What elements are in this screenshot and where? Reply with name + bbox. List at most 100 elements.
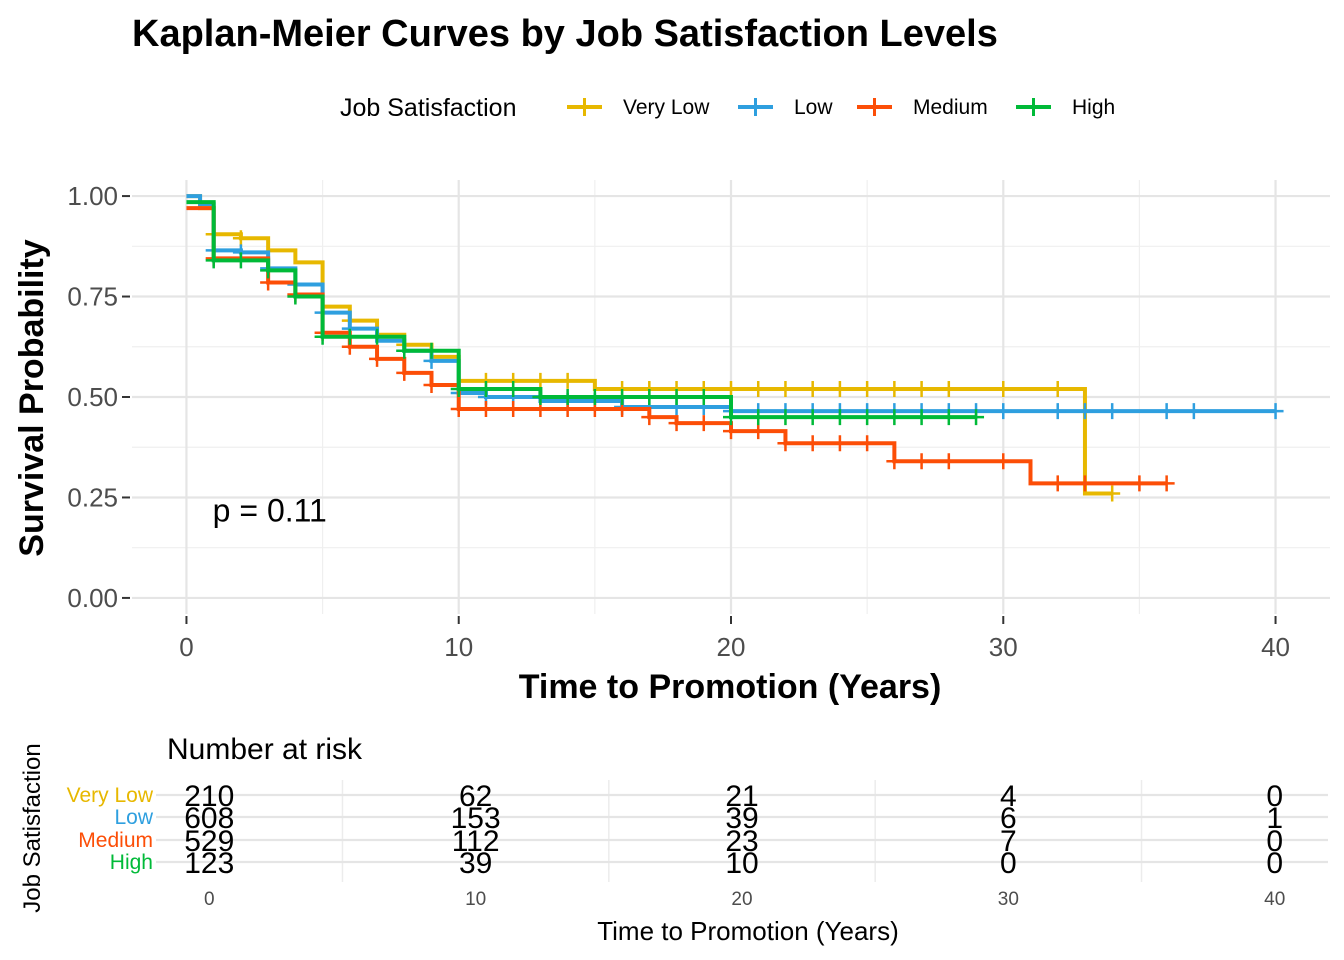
x-tick-label: 40 xyxy=(1261,632,1290,662)
censor-mark xyxy=(1185,403,1202,420)
censor-mark xyxy=(886,453,903,470)
censor-mark xyxy=(750,409,767,426)
risk-x-tick-label: 0 xyxy=(204,889,215,910)
risk-row-label: Medium xyxy=(78,829,153,852)
risk-count: 21 xyxy=(725,780,758,813)
censor-mark xyxy=(232,252,249,269)
censor-mark xyxy=(341,328,358,345)
censor-mark xyxy=(777,409,794,426)
risk-count: 123 xyxy=(184,847,234,880)
survival-curve-very-low xyxy=(186,194,1113,496)
risk-count: 4 xyxy=(1000,780,1017,813)
censor-mark xyxy=(450,380,467,397)
censor-mark xyxy=(314,328,331,345)
risk-count: 112 xyxy=(452,825,500,858)
plot-axes: 0.00 0.25 0.50 0.75 1.00 0 10 20 30 40 xyxy=(67,181,1290,662)
censor-mark xyxy=(886,409,903,426)
censor-mark xyxy=(586,389,603,405)
risk-x-tick-label: 40 xyxy=(1264,889,1285,910)
x-tick-label: 20 xyxy=(717,632,746,662)
risk-row-label: Low xyxy=(114,806,153,829)
risk-count: 23 xyxy=(725,825,758,858)
censor-mark xyxy=(859,409,876,426)
censor-mark xyxy=(804,409,821,426)
survival-curve-medium xyxy=(186,206,1167,486)
risk-count: 10 xyxy=(725,847,758,880)
legend-label: Medium xyxy=(913,96,988,119)
risk-count: 39 xyxy=(725,802,758,835)
x-tick-label: 10 xyxy=(444,632,473,662)
risk-count: 0 xyxy=(1266,825,1283,858)
legend-title: Job Satisfaction xyxy=(340,94,517,122)
censor-mark xyxy=(614,389,631,405)
censor-mark xyxy=(831,409,848,426)
risk-x-tick-label: 30 xyxy=(998,889,1019,910)
censor-mark xyxy=(260,262,277,279)
censor-mark xyxy=(940,453,957,470)
censor-mark xyxy=(423,376,440,393)
risk-table-title: Number at risk xyxy=(167,733,363,766)
censor-mark xyxy=(913,380,930,397)
risk-count: 7 xyxy=(1000,825,1017,858)
censor-mark xyxy=(1076,403,1093,420)
risk-count: 6 xyxy=(1000,802,1017,835)
censor-mark xyxy=(831,380,848,397)
censor-mark xyxy=(369,328,386,345)
censor-mark xyxy=(1049,403,1066,420)
censor-mark xyxy=(532,389,549,405)
censor-mark xyxy=(723,423,739,440)
censor-mark xyxy=(423,342,440,359)
censor-mark xyxy=(1049,380,1066,397)
legend-label: Low xyxy=(794,96,833,119)
censor-mark xyxy=(477,401,494,418)
censor-mark xyxy=(396,342,413,359)
censor-mark xyxy=(859,435,876,452)
censor-mark xyxy=(1131,475,1148,492)
censor-mark xyxy=(232,230,249,247)
censor-mark xyxy=(1158,403,1175,420)
censor-mark xyxy=(559,389,576,405)
censor-mark xyxy=(396,364,413,381)
censor-mark xyxy=(641,389,658,405)
x-axis-title: Time to Promotion (Years) xyxy=(519,668,942,706)
censor-mark xyxy=(723,380,739,397)
censor-mark xyxy=(1104,485,1121,502)
censor-mark xyxy=(968,409,985,426)
censor-mark xyxy=(695,389,712,405)
censor-mark xyxy=(505,401,522,418)
risk-count: 210 xyxy=(184,780,234,813)
risk-grid xyxy=(156,780,1328,882)
censor-mark xyxy=(450,401,467,418)
censor-mark xyxy=(668,389,685,405)
censor-mark xyxy=(641,409,658,426)
y-tick-label: 0.00 xyxy=(67,583,118,613)
x-tick-label: 30 xyxy=(989,632,1018,662)
p-value-annotation: p = 0.11 xyxy=(213,493,327,529)
censor-mark xyxy=(777,435,794,452)
censor-mark xyxy=(804,435,821,452)
censor-mark xyxy=(804,380,821,397)
censor-mark xyxy=(750,380,767,397)
censor-mark xyxy=(1158,475,1175,492)
plot-series xyxy=(186,194,1284,502)
risk-row-label: High xyxy=(110,851,153,874)
legend-label: Very Low xyxy=(623,96,710,119)
censor-mark xyxy=(940,380,957,397)
x-tick-label: 0 xyxy=(179,632,193,662)
censor-mark xyxy=(1267,403,1284,420)
y-tick-label: 0.50 xyxy=(67,382,118,412)
censor-mark xyxy=(995,453,1012,470)
risk-count: 1 xyxy=(1266,802,1283,835)
risk-row-label: Very Low xyxy=(67,784,154,807)
censor-mark xyxy=(723,409,739,426)
chart-title: Kaplan-Meier Curves by Job Satisfaction … xyxy=(132,13,998,55)
risk-count: 0 xyxy=(1000,847,1017,880)
censor-mark xyxy=(505,380,522,397)
censor-mark xyxy=(287,288,304,305)
censor-mark xyxy=(559,372,576,389)
censor-mark xyxy=(477,380,494,397)
censor-mark xyxy=(1049,475,1066,492)
